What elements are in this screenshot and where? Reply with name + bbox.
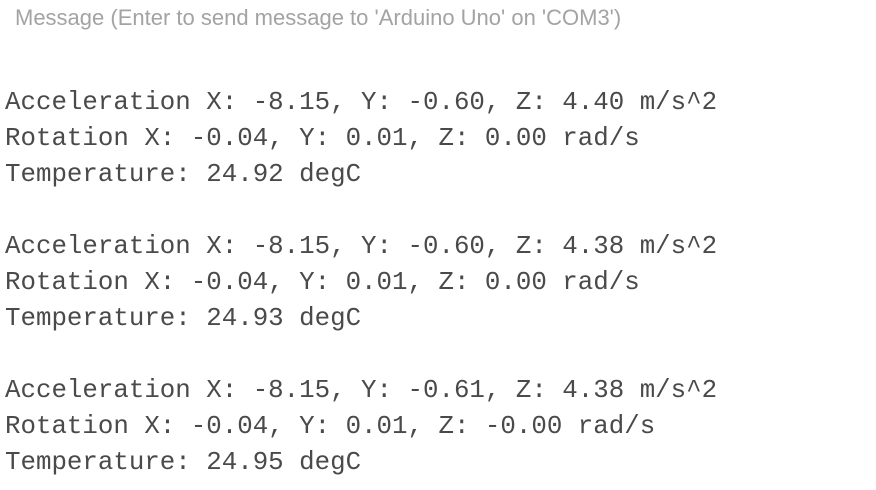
output-line: Temperature: 24.93 degC bbox=[5, 304, 362, 333]
output-line: Acceleration X: -8.15, Y: -0.61, Z: 4.38… bbox=[5, 376, 718, 405]
output-line: Rotation X: -0.04, Y: 0.01, Z: 0.00 rad/… bbox=[5, 268, 640, 297]
reading-group: Acceleration X: -8.15, Y: -0.61, Z: 4.38… bbox=[5, 373, 871, 481]
output-line: Rotation X: -0.04, Y: 0.01, Z: 0.00 rad/… bbox=[5, 124, 640, 153]
output-line: Rotation X: -0.04, Y: 0.01, Z: -0.00 rad… bbox=[5, 412, 656, 441]
output-line: Temperature: 24.95 degC bbox=[5, 448, 362, 477]
output-line: Acceleration X: -8.15, Y: -0.60, Z: 4.40… bbox=[5, 88, 718, 117]
message-input[interactable]: Message (Enter to send message to 'Ardui… bbox=[0, 0, 876, 36]
serial-output: Acceleration X: -8.15, Y: -0.60, Z: 4.40… bbox=[5, 85, 871, 490]
reading-group: Acceleration X: -8.15, Y: -0.60, Z: 4.40… bbox=[5, 85, 871, 193]
output-line: Temperature: 24.92 degC bbox=[5, 160, 362, 189]
reading-group: Acceleration X: -8.15, Y: -0.60, Z: 4.38… bbox=[5, 229, 871, 337]
output-line: Acceleration X: -8.15, Y: -0.60, Z: 4.38… bbox=[5, 232, 718, 261]
input-placeholder: Message (Enter to send message to 'Ardui… bbox=[15, 5, 622, 30]
